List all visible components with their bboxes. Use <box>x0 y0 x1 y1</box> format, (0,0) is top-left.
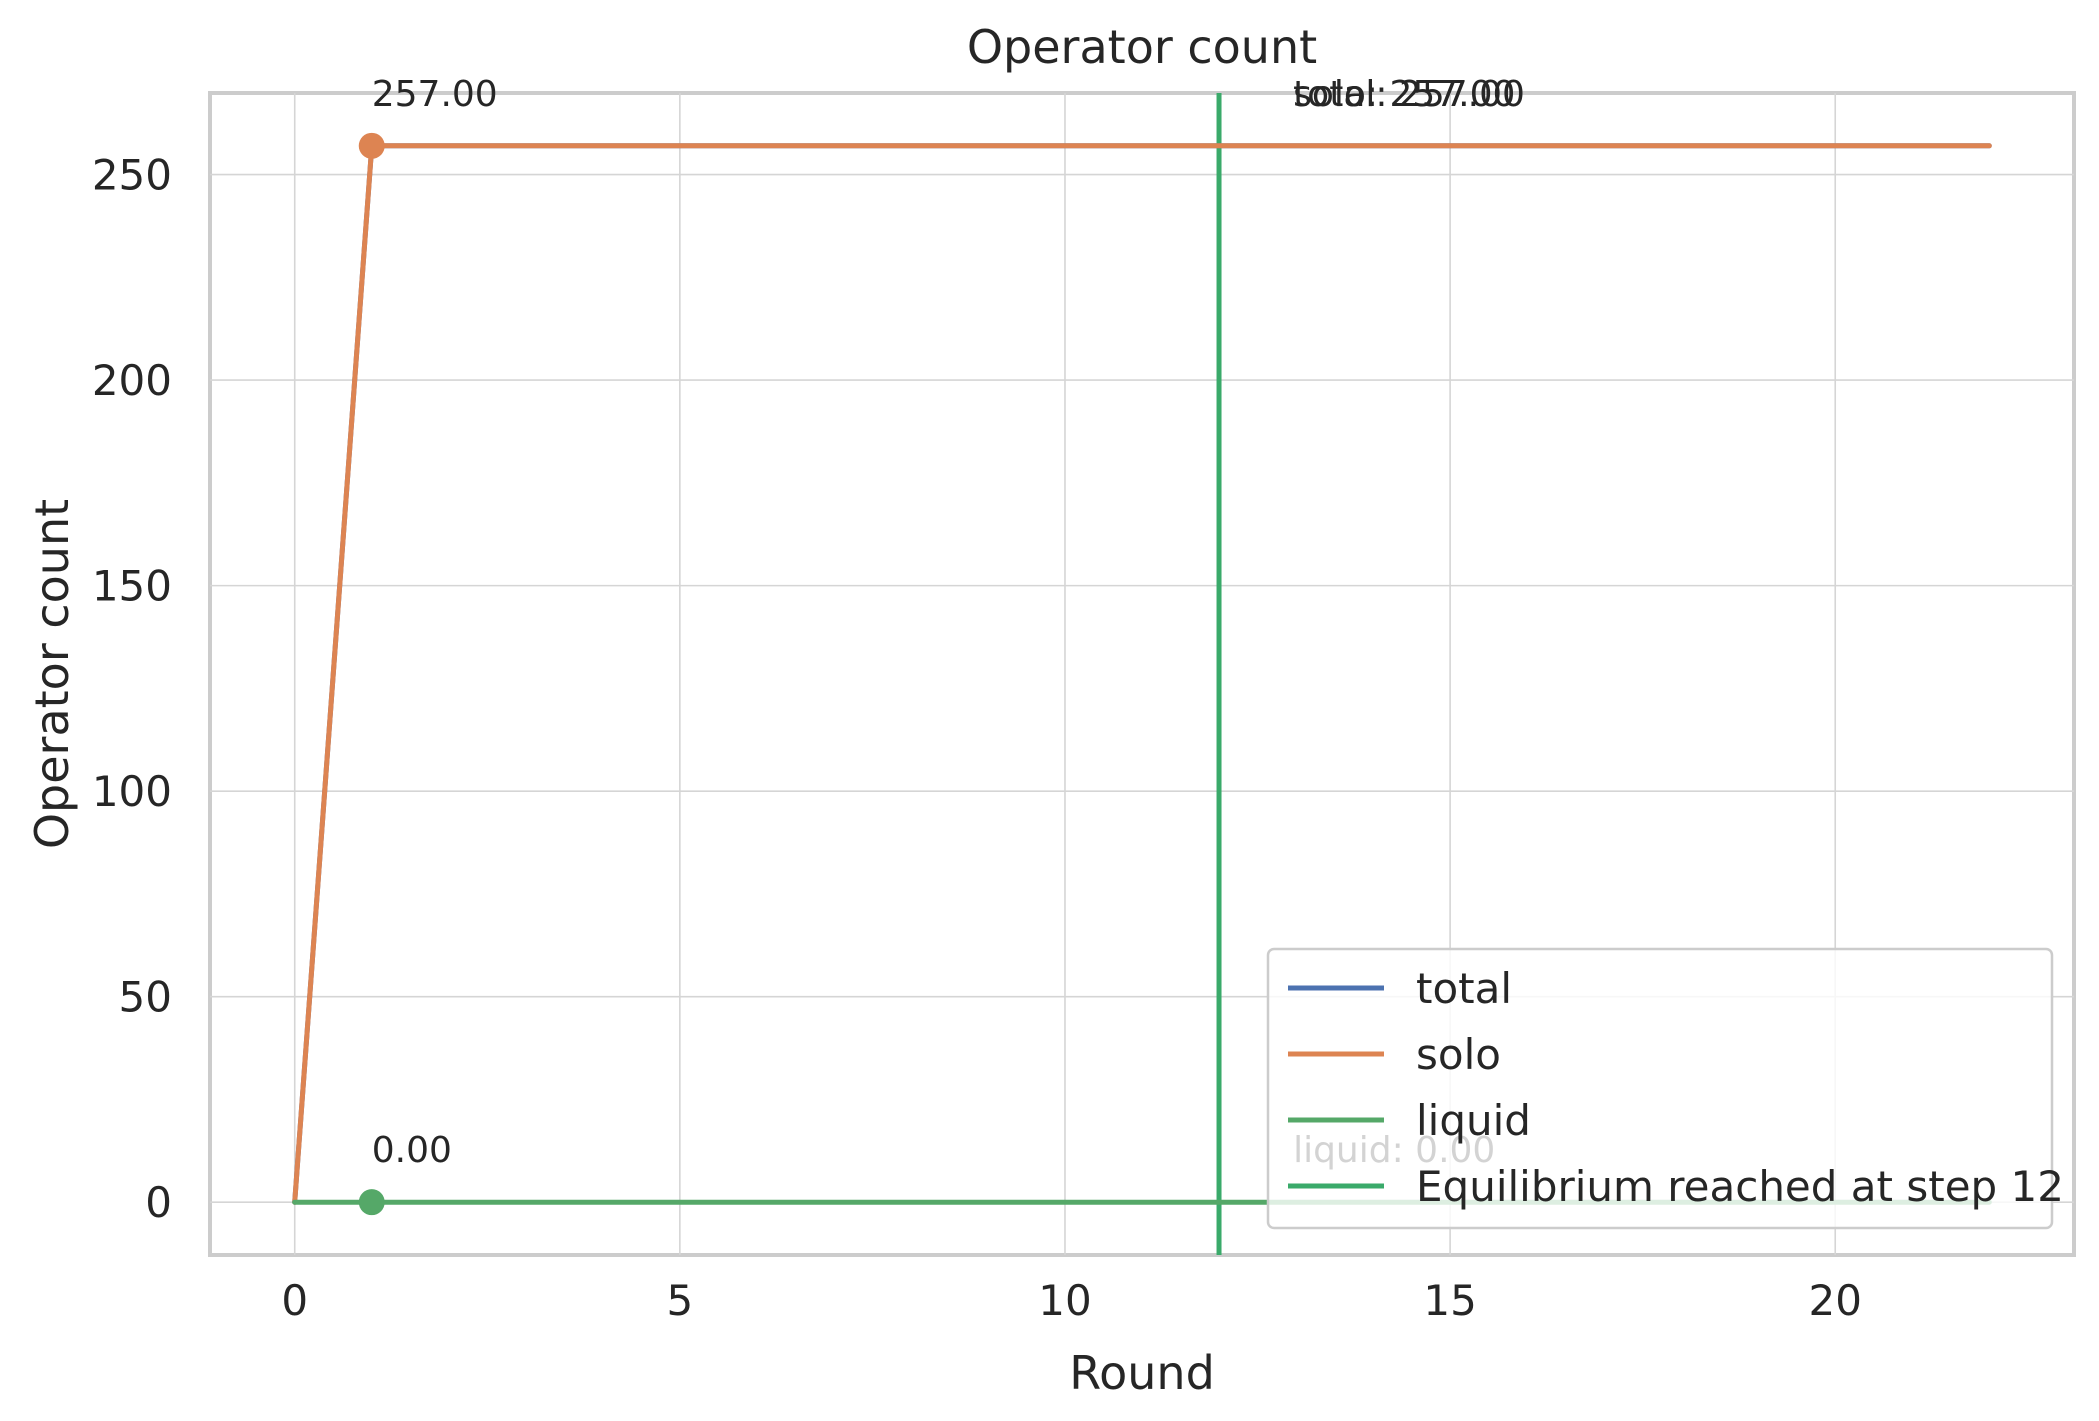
point-value-label: 257.00 <box>372 74 498 115</box>
y-tick-label: 200 <box>92 356 172 405</box>
legend-box <box>1266 947 2054 1230</box>
legend-label: Equilibrium reached at step 12 <box>1416 1162 2064 1211</box>
legend-items: total solo liquid Equilibrium reached at st… <box>1288 964 2064 1211</box>
x-tick-label: 15 <box>1423 1276 1476 1325</box>
x-tick-label: 10 <box>1038 1276 1091 1325</box>
y-tick-label: 150 <box>92 562 172 611</box>
x-tick-label: 20 <box>1808 1276 1861 1325</box>
point-value-label: 0.00 <box>372 1130 452 1171</box>
end-value-label: solo: 257.00 <box>1293 74 1515 115</box>
end-value-label: total: 257.00 <box>1293 74 1525 115</box>
y-axis-label: Operator count <box>25 499 79 849</box>
point-markers: 257.00 0.00 <box>358 74 498 1216</box>
y-tick-label: 50 <box>119 973 172 1022</box>
legend-label: total <box>1416 964 1512 1013</box>
point-marker <box>358 132 385 159</box>
chart-title: Operator count <box>967 20 1317 74</box>
x-tick-label: 5 <box>666 1276 693 1325</box>
x-axis-label: Round <box>1069 1346 1215 1400</box>
x-tick-label: 0 <box>281 1276 308 1325</box>
legend-label: liquid <box>1416 1096 1531 1145</box>
legend: total solo liquid Equilibrium reached at st… <box>1266 947 2064 1230</box>
legend-label: solo <box>1416 1030 1501 1079</box>
y-tick-label: 0 <box>145 1178 172 1227</box>
series-line-solo <box>292 143 1992 1205</box>
y-tick-label: 100 <box>92 767 172 816</box>
y-tick-label: 250 <box>92 151 172 200</box>
point-marker <box>358 1189 385 1216</box>
